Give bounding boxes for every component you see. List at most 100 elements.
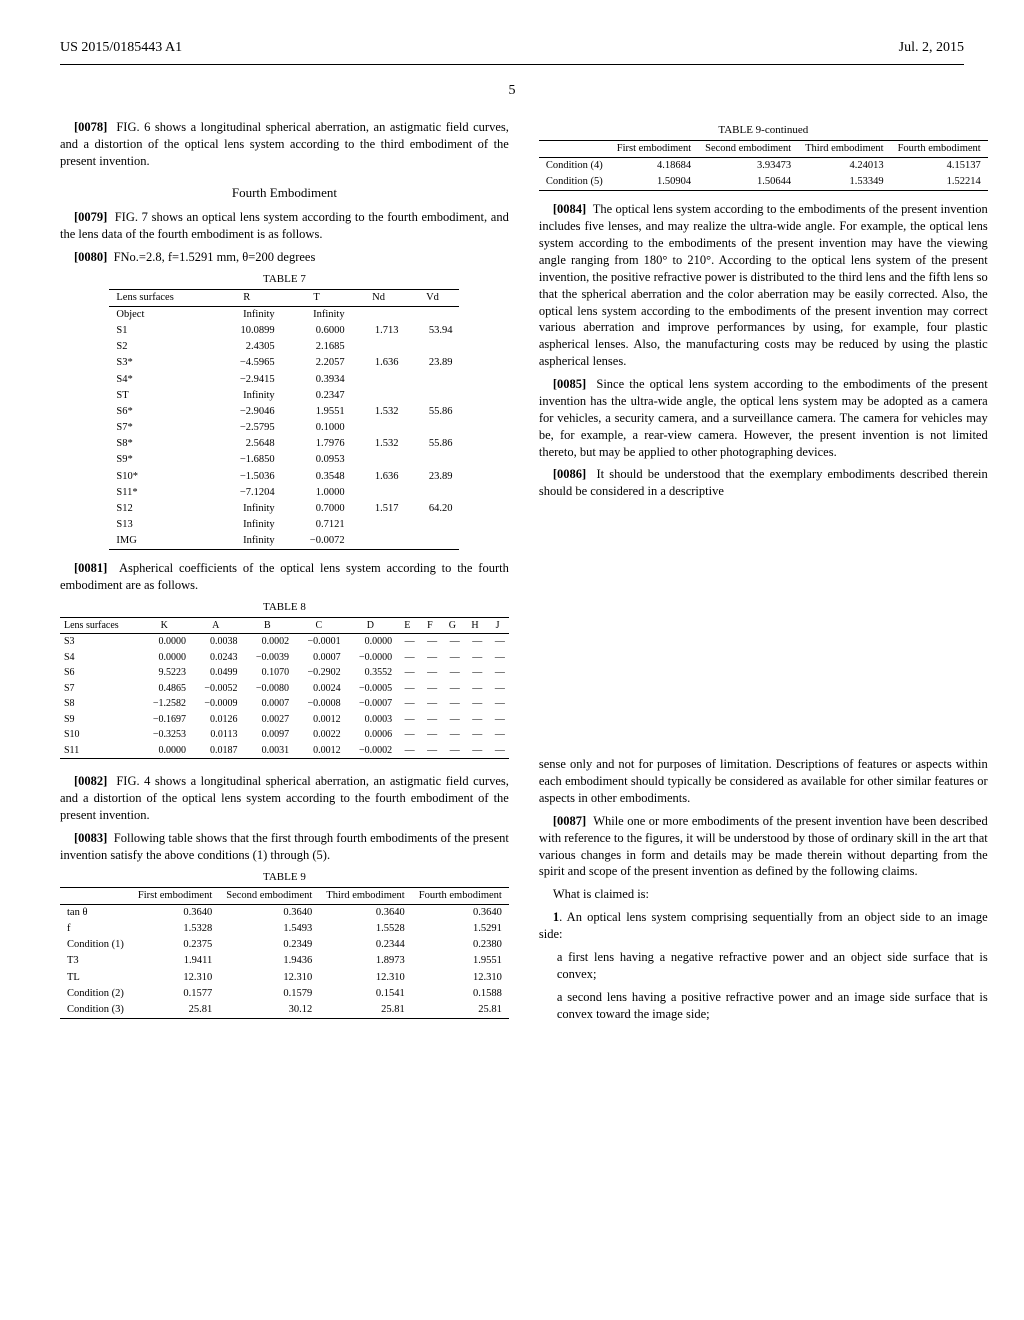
table-cell: 1.517 xyxy=(352,501,406,517)
table-cell: Infinity xyxy=(212,533,282,550)
para-text: FNo.=2.8, f=1.5291 mm, θ=200 degrees xyxy=(114,250,316,264)
table-cell: Condition (2) xyxy=(60,986,131,1002)
table-caption: TABLE 9-continued xyxy=(539,123,988,138)
table-cell: 53.94 xyxy=(406,323,460,339)
table-cell: 55.86 xyxy=(406,436,460,452)
table-cell xyxy=(352,372,406,388)
table-cell: 0.0003 xyxy=(345,712,397,728)
table-cell: 0.0012 xyxy=(293,743,345,759)
table-cell: — xyxy=(441,650,464,666)
table-cell: 0.0012 xyxy=(293,712,345,728)
table-cell: Condition (4) xyxy=(539,158,610,175)
para-num: [0078] xyxy=(74,120,107,134)
table-cell xyxy=(406,533,460,550)
table-cell: 0.6000 xyxy=(282,323,352,339)
table-cell: 0.0953 xyxy=(282,452,352,468)
table-cell: −0.0072 xyxy=(282,533,352,550)
table-cell: 10.0899 xyxy=(212,323,282,339)
col-head: Vd xyxy=(406,289,460,306)
table-cell: Object xyxy=(109,306,211,323)
table-cell: 0.4865 xyxy=(139,681,191,697)
table-cell: — xyxy=(441,712,464,728)
table-cell xyxy=(406,388,460,404)
table-cell: 1.532 xyxy=(352,404,406,420)
table-cell: 0.0000 xyxy=(139,743,191,759)
table-cell: — xyxy=(464,634,487,650)
table-cell xyxy=(406,517,460,533)
table-cell: 1.5291 xyxy=(412,921,509,937)
table-cell xyxy=(406,306,460,323)
table-cell: IMG xyxy=(109,533,211,550)
col-head: Second embodiment xyxy=(219,887,319,904)
para-num: [0086] xyxy=(553,467,586,481)
table-cell: S11* xyxy=(109,485,211,501)
table-cell: −0.0000 xyxy=(345,650,397,666)
table-body: ObjectInfinityInfinityS110.08990.60001.7… xyxy=(109,306,459,550)
table-cell: — xyxy=(464,727,487,743)
para-text: FIG. 6 shows a longitudinal spherical ab… xyxy=(60,120,509,168)
table-cell: 1.532 xyxy=(352,436,406,452)
col-head: K xyxy=(139,617,191,634)
table-cell: — xyxy=(396,681,419,697)
table-cell: S10* xyxy=(109,469,211,485)
table-cell: 1.5493 xyxy=(219,921,319,937)
table-cell: 0.0113 xyxy=(190,727,242,743)
col-head: Lens surfaces xyxy=(109,289,211,306)
table-cell: tan θ xyxy=(60,904,131,921)
table-cell: 0.2380 xyxy=(412,937,509,953)
table-cell: 0.2344 xyxy=(319,937,411,953)
table-cell: — xyxy=(441,727,464,743)
table-cell: S4* xyxy=(109,372,211,388)
table-cell: 0.0031 xyxy=(242,743,294,759)
section-heading: Fourth Embodiment xyxy=(60,184,509,202)
table-cell: 55.86 xyxy=(406,404,460,420)
table-cell: S6* xyxy=(109,404,211,420)
right-column: TABLE 9-continued First embodimentSecond… xyxy=(539,119,988,1029)
table-cell: 0.0000 xyxy=(139,634,191,650)
para-num: [0085] xyxy=(553,377,586,391)
col-head: Third embodiment xyxy=(319,887,411,904)
table-cell: 1.8973 xyxy=(319,953,411,969)
table-cell: 0.3548 xyxy=(282,469,352,485)
table-cell: 0.0007 xyxy=(242,696,294,712)
table-cell: 3.93473 xyxy=(698,158,798,175)
table-cell: — xyxy=(464,712,487,728)
table-caption: TABLE 8 xyxy=(60,600,509,615)
table-cell: 0.1000 xyxy=(282,420,352,436)
table-cell: — xyxy=(396,712,419,728)
table-cell: 0.0024 xyxy=(293,681,345,697)
table-cell: 0.7000 xyxy=(282,501,352,517)
table-body: S30.00000.00380.0002−0.00010.0000—————S4… xyxy=(60,634,509,759)
table-cell: S8 xyxy=(60,696,139,712)
table-cell: — xyxy=(396,650,419,666)
table-cell: 0.1588 xyxy=(412,986,509,1002)
table-cell: — xyxy=(441,665,464,681)
table-cell: 30.12 xyxy=(219,1002,319,1019)
table-cell: 25.81 xyxy=(319,1002,411,1019)
table-cell: — xyxy=(419,696,442,712)
table-cell: 2.4305 xyxy=(212,339,282,355)
table-cell: −0.0080 xyxy=(242,681,294,697)
col-head: First embodiment xyxy=(610,140,698,157)
table-cell: 1.5528 xyxy=(319,921,411,937)
table-cell: 12.310 xyxy=(412,970,509,986)
table-cell: — xyxy=(486,665,509,681)
table-cell: — xyxy=(486,650,509,666)
table-cell: 0.3934 xyxy=(282,372,352,388)
table-cell: 1.5328 xyxy=(131,921,219,937)
table-cell: — xyxy=(419,634,442,650)
table-cell: S8* xyxy=(109,436,211,452)
para-text: FIG. 7 shows an optical lens system acco… xyxy=(60,210,509,241)
col-head: B xyxy=(242,617,294,634)
table-cell: — xyxy=(419,681,442,697)
page-number: 5 xyxy=(60,83,964,99)
para-text: FIG. 4 shows a longitudinal spherical ab… xyxy=(60,774,509,822)
table-cell: — xyxy=(486,681,509,697)
table-cell: 9.5223 xyxy=(139,665,191,681)
table-cell xyxy=(406,372,460,388)
table-cell: — xyxy=(441,634,464,650)
table-cell: 0.0022 xyxy=(293,727,345,743)
col-head: J xyxy=(486,617,509,634)
table-cell: −0.2902 xyxy=(293,665,345,681)
table-cell: 0.0027 xyxy=(242,712,294,728)
